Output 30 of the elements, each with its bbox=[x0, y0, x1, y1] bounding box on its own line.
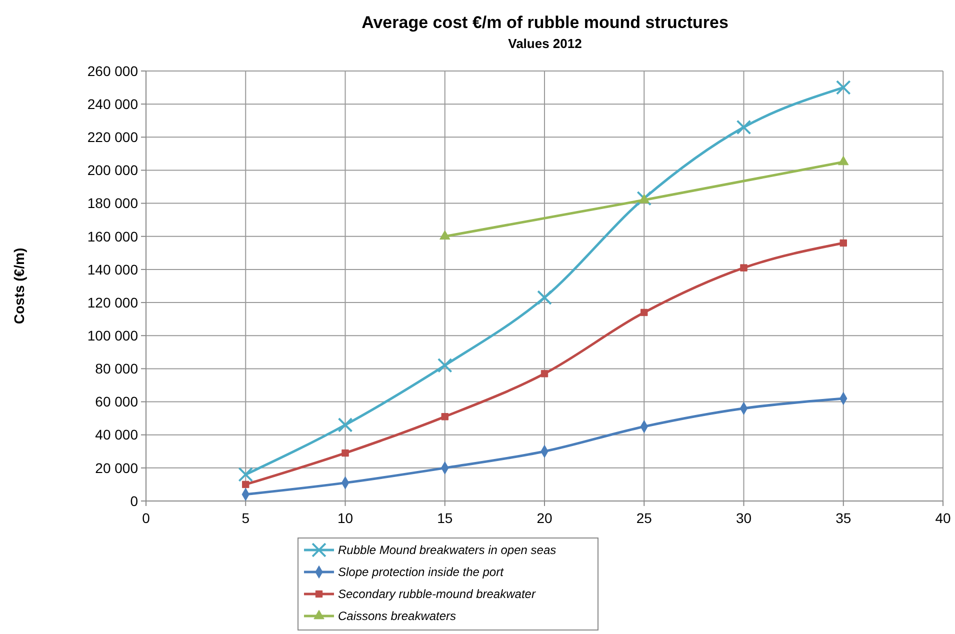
y-tick-label: 80 000 bbox=[95, 360, 138, 377]
y-axis-title: Costs (€/m) bbox=[11, 248, 27, 324]
x-tick-label: 15 bbox=[437, 510, 453, 526]
legend-label: Secondary rubble-mound breakwater bbox=[338, 587, 536, 602]
x-tick-label: 10 bbox=[337, 510, 354, 526]
x-tick-label: 40 bbox=[935, 510, 951, 526]
x-tick-label: 20 bbox=[536, 510, 552, 526]
x-tick-label: 5 bbox=[242, 510, 250, 526]
y-tick-label: 0 bbox=[130, 492, 138, 509]
y-tick-label: 240 000 bbox=[87, 96, 138, 112]
chart-title: Average cost €/m of rubble mound structures bbox=[362, 13, 728, 32]
y-tick-label: 60 000 bbox=[95, 394, 138, 410]
y-tick-label: 180 000 bbox=[87, 195, 138, 212]
y-tick-label: 160 000 bbox=[87, 228, 138, 244]
y-tick-label: 100 000 bbox=[87, 328, 138, 344]
y-tick-label: 220 000 bbox=[87, 129, 138, 146]
x-tick-label: 0 bbox=[142, 510, 150, 526]
x-tick-label: 30 bbox=[736, 510, 752, 526]
x-tick-label: 25 bbox=[636, 510, 652, 526]
chart-subtitle: Values 2012 bbox=[508, 36, 582, 51]
y-tick-label: 120 000 bbox=[87, 294, 138, 310]
legend-label: Rubble Mound breakwaters in open seas bbox=[338, 543, 556, 558]
y-tick-label: 260 000 bbox=[87, 62, 138, 79]
legend-label: Slope protection inside the port bbox=[338, 565, 504, 580]
legend-label: Caissons breakwaters bbox=[338, 609, 456, 624]
x-tick-label: 35 bbox=[836, 510, 852, 526]
y-tick-label: 20 000 bbox=[95, 460, 138, 476]
y-tick-label: 140 000 bbox=[87, 261, 138, 278]
y-tick-label: 40 000 bbox=[95, 426, 138, 443]
y-tick-label: 200 000 bbox=[87, 162, 138, 178]
